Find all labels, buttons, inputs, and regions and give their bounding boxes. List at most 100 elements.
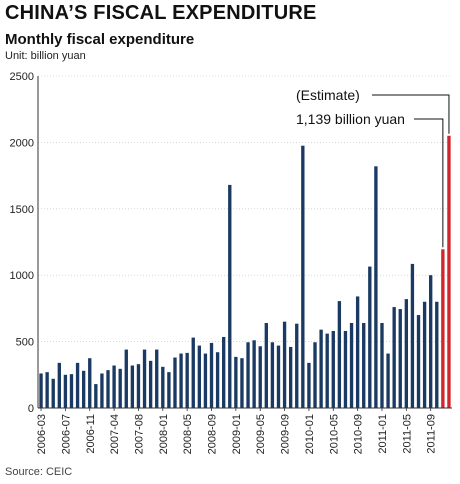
bar [258, 346, 262, 408]
x-tick-label: 2011-01 [377, 414, 389, 454]
unit-label: Unit: billion yuan [5, 50, 86, 62]
x-tick-label: 2010-05 [328, 414, 340, 454]
y-tick-label: 2000 [10, 137, 34, 149]
bar [215, 352, 220, 408]
bar [380, 323, 384, 408]
bar [94, 384, 98, 408]
bar [416, 315, 421, 408]
bar [51, 378, 55, 408]
y-tick-label: 1500 [10, 204, 34, 216]
bar [39, 373, 43, 408]
bar [307, 362, 311, 408]
x-tick-label: 2007-04 [109, 414, 121, 454]
bar [301, 145, 305, 408]
bar [404, 299, 409, 408]
bar [124, 349, 128, 408]
bar [429, 275, 433, 408]
bar [69, 374, 74, 408]
bar [142, 349, 147, 408]
bar [88, 358, 92, 408]
bar [368, 266, 372, 408]
bar [136, 364, 141, 408]
bar [161, 366, 165, 408]
x-tick-label: 2006-07 [60, 414, 72, 454]
bar [234, 356, 238, 408]
bar [288, 346, 293, 408]
x-tick-label: 2007-08 [133, 414, 145, 454]
x-tick-label: 2006-03 [36, 414, 48, 454]
bar [422, 301, 427, 408]
bar [57, 362, 61, 408]
bar [319, 329, 323, 408]
y-tick-label: 2500 [10, 71, 34, 83]
bar [185, 352, 189, 408]
x-tick-label: 2006-11 [85, 414, 97, 454]
bar [179, 353, 183, 408]
bar [252, 340, 256, 408]
annotation-leader [414, 118, 444, 248]
bar [435, 301, 439, 408]
x-tick-label: 2011-05 [401, 414, 413, 454]
bar [276, 345, 281, 408]
bar [386, 353, 390, 408]
bar [130, 365, 135, 408]
bar [63, 374, 68, 408]
x-tick-label: 2008-09 [207, 414, 219, 454]
x-tick-label: 2008-01 [158, 414, 170, 454]
bar [209, 342, 214, 408]
bar [331, 330, 335, 408]
y-tick-label: 1000 [10, 270, 34, 282]
x-tick-label: 2009-05 [255, 414, 267, 454]
bar [441, 249, 445, 408]
bar [167, 372, 171, 408]
bar [355, 296, 360, 408]
x-tick-label: 2009-09 [280, 414, 292, 454]
bar [222, 336, 226, 408]
bar [240, 358, 244, 408]
bar [343, 330, 348, 408]
y-tick-label: 0 [28, 403, 34, 415]
bar [282, 321, 287, 408]
bar [112, 365, 116, 408]
bar [246, 342, 250, 408]
bar [337, 301, 342, 408]
x-tick-label: 2010-01 [304, 414, 316, 454]
bar [228, 184, 232, 408]
bar [447, 135, 451, 408]
bar [45, 372, 49, 408]
bar [81, 370, 86, 408]
bar [313, 342, 317, 408]
bar [398, 309, 402, 408]
bar [349, 323, 354, 408]
bar [270, 342, 275, 408]
bar [148, 360, 153, 408]
x-tick-label: 2009-01 [231, 414, 243, 454]
bar [191, 337, 195, 408]
annotation-estimate: (Estimate) [296, 87, 360, 103]
annotation-leader [372, 94, 450, 134]
x-tick-label: 2008-05 [182, 414, 194, 454]
bar [295, 323, 299, 408]
annotation-value: 1,139 billion yuan [296, 111, 405, 127]
bar [203, 353, 208, 408]
chart-title: CHINA’S FISCAL EXPENDITURE [5, 2, 317, 24]
bar [410, 263, 415, 408]
bar [392, 307, 396, 408]
bar [173, 357, 177, 408]
bar [100, 373, 104, 408]
bar [155, 349, 159, 408]
source-note: Source: CEIC [5, 466, 73, 478]
bar [118, 368, 122, 408]
bar [325, 333, 329, 408]
bar [264, 323, 268, 408]
chart-subtitle: Monthly fiscal expenditure [5, 31, 195, 48]
bar [75, 362, 80, 408]
bar [374, 166, 378, 408]
x-tick-label: 2010-09 [353, 414, 365, 454]
bar [362, 323, 366, 408]
x-tick-label: 2011-09 [426, 414, 438, 454]
bar [106, 370, 110, 408]
bar [197, 345, 202, 408]
y-tick-label: 500 [16, 337, 34, 349]
